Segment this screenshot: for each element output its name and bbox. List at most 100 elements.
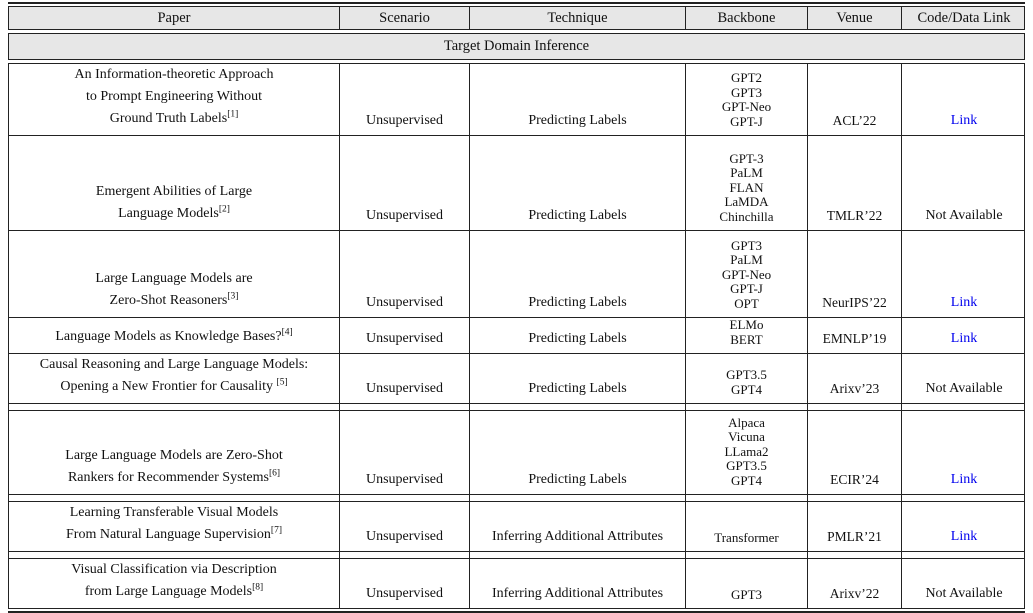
code-data-link[interactable]: Link: [950, 295, 978, 310]
backbone-model: GPT3.5: [726, 458, 767, 473]
code-data-link[interactable]: Link: [950, 529, 978, 544]
code-availability: Not Available: [925, 381, 1003, 396]
backbone-model: GPT-Neo: [721, 266, 772, 282]
backbone-model: GPT4: [730, 472, 763, 488]
backbone-cell: GPT3 PaLM GPT-Neo GPT-J OPT: [685, 231, 807, 317]
backbone-model: LaMDA: [724, 194, 769, 209]
technique-cell: Predicting Labels: [469, 64, 685, 135]
backbone-model: GPT-3: [729, 150, 764, 166]
code-availability: Not Available: [925, 586, 1003, 601]
backbone-model: BERT: [730, 331, 763, 347]
citation-ref: [6]: [268, 468, 281, 479]
citation-ref: [5]: [276, 377, 288, 388]
paper-title-line: Ground Truth Labels[1]: [109, 109, 239, 126]
table-row: Large Language Models are Zero-Shot Reas…: [8, 231, 1025, 318]
backbone-cell: GPT-3 PaLM FLAN LaMDA Chinchilla: [685, 136, 807, 230]
col-header-backbone: Backbone: [685, 7, 807, 29]
backbone-model: Chinchilla: [719, 208, 774, 224]
backbone-model: ELMo: [729, 317, 764, 332]
scenario-cell: Unsupervised: [339, 354, 469, 403]
paper-title-line: An Information-theoretic Approach: [74, 67, 274, 82]
backbone-model: GPT-J: [730, 113, 763, 129]
code-data-link[interactable]: Link: [950, 331, 978, 346]
backbone-model: GPT3.5: [726, 367, 767, 382]
backbone-model: GPT3: [730, 237, 763, 253]
col-header-venue: Venue: [807, 7, 901, 29]
backbone-cell: ELMo BERT: [685, 317, 807, 353]
paper-title-line: Causal Reasoning and Large Language Mode…: [39, 357, 309, 372]
backbone-model: GPT4: [730, 381, 763, 397]
survey-table: Paper Scenario Technique Backbone Venue …: [8, 2, 1025, 613]
technique-cell: Inferring Additional Attributes: [469, 502, 685, 551]
backbone-cell: Alpaca Vicuna LLama2 GPT3.5 GPT4: [685, 411, 807, 494]
scenario-cell: Unsupervised: [339, 64, 469, 135]
venue-cell: ACL’22: [807, 64, 901, 135]
paper-cell: Visual Classification via Description fr…: [9, 559, 339, 608]
code-cell: Not Available: [901, 354, 1026, 403]
backbone-model: PaLM: [730, 165, 763, 180]
backbone-model: Alpaca: [728, 414, 765, 430]
paper-title-line: Language Models[2]: [118, 204, 230, 221]
scenario-cell: Unsupervised: [339, 231, 469, 317]
col-header-scenario: Scenario: [339, 7, 469, 29]
paper-title-line: From Natural Language Supervision[7]: [66, 525, 282, 542]
paper-cell: Causal Reasoning and Large Language Mode…: [9, 354, 339, 403]
table-row: Language Models as Knowledge Bases?[4] U…: [8, 317, 1026, 354]
code-data-link[interactable]: Link: [950, 113, 978, 128]
table-row: Learning Transferable Visual Models From…: [8, 502, 1025, 551]
venue-cell: EMNLP’19: [807, 318, 901, 353]
code-availability: Not Available: [925, 208, 1003, 223]
citation-ref: [1]: [227, 109, 239, 120]
technique-cell: Inferring Additional Attributes: [469, 559, 685, 608]
scenario-cell: Unsupervised: [339, 136, 469, 230]
section-title: Target Domain Inference: [443, 38, 590, 54]
col-header-technique: Technique: [469, 7, 685, 29]
venue-cell: NeurIPS’22: [807, 231, 901, 317]
paper-title-line: Rankers for Recommender Systems[6]: [67, 468, 281, 485]
citation-ref: [8]: [252, 582, 264, 593]
code-data-link[interactable]: Link: [950, 472, 978, 487]
citation-ref: [7]: [270, 525, 282, 536]
col-header-paper: Paper: [157, 9, 191, 26]
paper-title-line: Language Models as Knowledge Bases?[4]: [55, 327, 293, 344]
paper-title-line: Large Language Models are: [95, 271, 253, 286]
citation-ref: [4]: [281, 327, 293, 338]
paper-title-line: Opening a New Frontier for Causality [5]: [60, 377, 288, 394]
paper-title-line: Emergent Abilities of Large: [95, 184, 253, 199]
backbone-model: LLama2: [724, 443, 769, 459]
table-bottom-rule: [8, 608, 1025, 613]
double-rule-separator: [8, 494, 1025, 502]
header-bottom-rule: [8, 29, 1025, 34]
citation-ref: [2]: [218, 204, 230, 215]
code-cell: Link: [901, 318, 1026, 353]
backbone-cell: GPT3: [685, 559, 807, 608]
code-cell: Not Available: [901, 136, 1026, 230]
scenario-cell: Unsupervised: [339, 411, 469, 494]
backbone-model: Vicuna: [728, 429, 765, 444]
code-cell: Link: [901, 231, 1026, 317]
paper-cell: Large Language Models are Zero-Shot Rank…: [9, 411, 339, 494]
venue-cell: ECIR’24: [807, 411, 901, 494]
paper-cell: Large Language Models are Zero-Shot Reas…: [9, 231, 339, 317]
paper-title-line: Learning Transferable Visual Models: [69, 505, 279, 520]
scenario-cell: Unsupervised: [339, 318, 469, 353]
paper-title-line: Zero-Shot Reasoners[3]: [109, 291, 239, 308]
code-cell: Link: [901, 411, 1026, 494]
venue-cell: PMLR’21: [807, 502, 901, 551]
code-cell: Link: [901, 64, 1026, 135]
paper-title-line: Visual Classification via Description: [71, 562, 277, 577]
table-header-row: Paper Scenario Technique Backbone Venue …: [8, 7, 1025, 29]
double-rule-separator: [8, 403, 1025, 411]
col-header-code-link: Code/Data Link: [901, 7, 1026, 29]
section-header-row: Target Domain Inference: [8, 34, 1025, 59]
paper-cell: Emergent Abilities of Large Language Mod…: [9, 136, 339, 230]
table-row: Emergent Abilities of Large Language Mod…: [8, 136, 1025, 231]
paper-cell: Learning Transferable Visual Models From…: [9, 502, 339, 551]
backbone-model: PaLM: [730, 252, 763, 267]
backbone-cell: GPT3.5 GPT4: [685, 354, 807, 403]
backbone-model: FLAN: [729, 179, 764, 195]
scenario-cell: Unsupervised: [339, 502, 469, 551]
backbone-model: GPT2: [730, 70, 763, 85]
code-cell: Link: [901, 502, 1026, 551]
technique-cell: Predicting Labels: [469, 136, 685, 230]
